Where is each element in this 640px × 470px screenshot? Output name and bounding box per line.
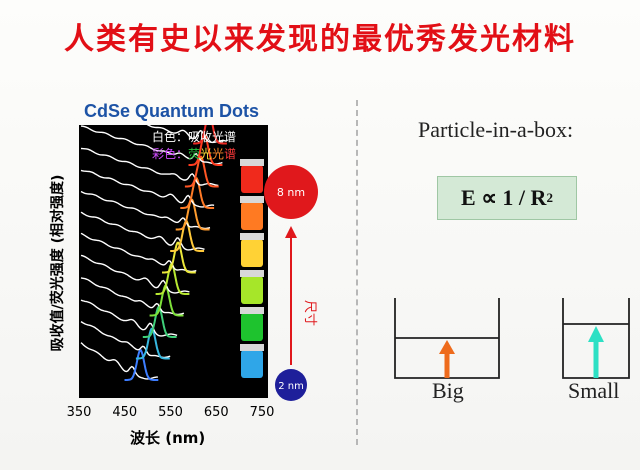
qd-vial [241, 165, 263, 193]
x-tick-label: 550 [158, 405, 183, 420]
small-box [562, 298, 630, 379]
formula-exponent: 2 [546, 190, 553, 205]
absorption-curve [80, 169, 215, 208]
particle-in-a-box-heading: Particle-in-a-box: [418, 117, 574, 142]
fluorescence-peak [124, 349, 159, 381]
big-label: Big [432, 378, 464, 403]
qd-vial [241, 313, 263, 341]
vial-cap [240, 159, 264, 166]
vial-cap [240, 344, 264, 351]
absorption-curve [80, 254, 190, 294]
legend-fluorescence-char: 光 [200, 147, 213, 161]
vial-cap [240, 233, 264, 240]
vial-cap [240, 270, 264, 277]
fluorescence-peak [184, 155, 219, 188]
fluorescence-peak [175, 198, 210, 231]
vial-cap [240, 196, 264, 203]
legend-absorption: 白色：吸收光谱 [152, 130, 237, 144]
x-tick-label: 650 [203, 405, 229, 420]
spectra-svg [80, 103, 264, 381]
big-box [394, 298, 500, 379]
x-tick-label: 750 [249, 405, 275, 420]
x-axis-label: 波长 (nm) [130, 429, 206, 447]
legend-fluorescence-chars: 荧光光谱 [188, 147, 236, 161]
legend-fluorescence-char: 光 [212, 147, 225, 161]
legend-fluorescence-char: 谱 [224, 147, 237, 161]
absorption-curve [80, 211, 205, 251]
fluorescence-peak [170, 220, 205, 252]
figure-title: CdSe Quantum Dots [84, 101, 260, 121]
y-axis-label-text: 吸收值/荧光强度 (相对强度) [50, 174, 66, 352]
legend-fluorescence-prefix: 彩色： [152, 147, 189, 161]
fluorescence-peak [188, 134, 223, 166]
qd-vial [241, 350, 263, 378]
small-label: Small [568, 378, 620, 403]
size-axis-label: 尺寸 [302, 300, 317, 326]
qd-vial [241, 276, 263, 304]
vial-cap [240, 307, 264, 314]
legend-fluorescence-char: 荧 [188, 147, 201, 161]
qd-vial [241, 239, 263, 267]
spectra-plot [79, 103, 268, 398]
big-arrow-up-icon [439, 340, 455, 354]
size-indicator: 8 nm 尺寸 2 nm [264, 165, 318, 401]
x-tick-label: 450 [112, 405, 138, 420]
fluorescence-peak [142, 306, 177, 338]
small-arrow-up-icon [588, 326, 604, 342]
page-title: 人类有史以来发现的最优秀发光材料 [64, 22, 576, 57]
absorption-curve [80, 321, 171, 359]
fluorescence-peak [162, 241, 196, 274]
absorption-curve [80, 277, 185, 316]
large-dot-circle [264, 165, 318, 219]
formula-text: E ∝ 1 / R [461, 185, 547, 210]
x-tick-label: 350 [66, 405, 92, 420]
section-divider [356, 100, 358, 445]
size-large-label: 8 nm [277, 186, 305, 199]
fluorescence-peak [180, 177, 215, 209]
absorption-curve [80, 342, 158, 380]
absorption-curve [80, 299, 178, 337]
small-dot-circle [275, 369, 307, 401]
absorption-curve [80, 232, 197, 273]
size-arrow-head-icon [285, 226, 297, 238]
size-small-label: 2 nm [278, 381, 304, 392]
legend-fluorescence: 彩色：荧光光谱 [152, 145, 236, 162]
qd-vial [241, 202, 263, 230]
absorption-curve [80, 190, 211, 230]
fluorescence-peak [135, 327, 170, 360]
